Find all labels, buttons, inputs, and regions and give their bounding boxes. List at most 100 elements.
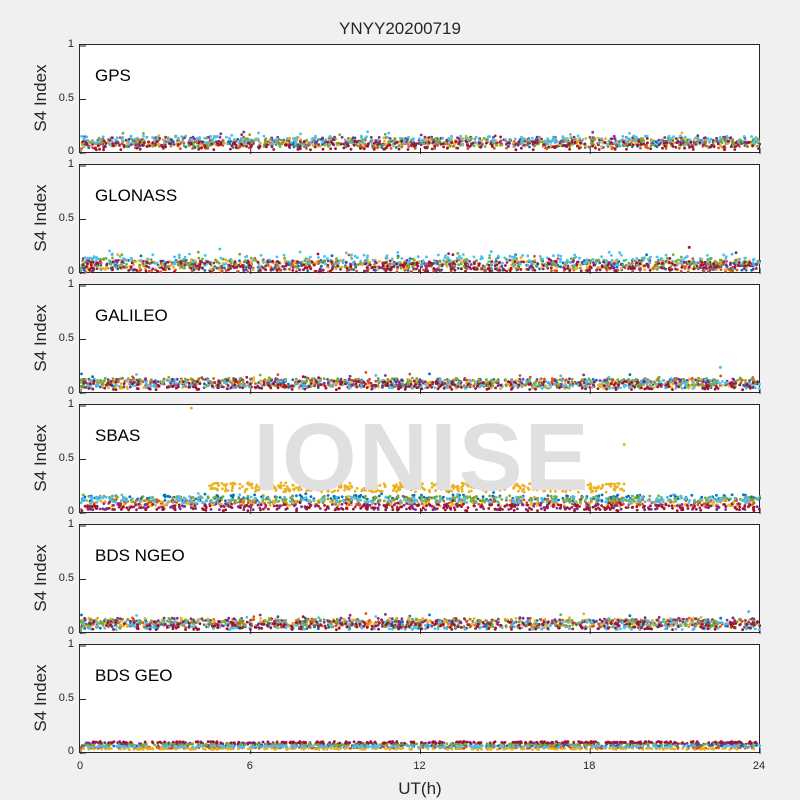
- data-point: [279, 379, 283, 383]
- data-point: [696, 141, 700, 145]
- data-point: [643, 256, 646, 260]
- data-point: [666, 383, 670, 386]
- data-point: [719, 268, 723, 271]
- data-point: [635, 261, 639, 265]
- data-point: [377, 136, 381, 139]
- data-point: [424, 269, 427, 273]
- data-point: [483, 269, 486, 273]
- data-point: [671, 145, 675, 148]
- data-point: [609, 254, 613, 257]
- data-point: [631, 258, 635, 261]
- data-point: [718, 136, 722, 139]
- data-point: [660, 266, 664, 270]
- data-point: [530, 136, 534, 140]
- data-point: [95, 379, 99, 383]
- data-point: [756, 141, 759, 144]
- data-point: [219, 143, 223, 146]
- data-point: [683, 386, 687, 389]
- data-point: [332, 138, 335, 141]
- data-point: [546, 142, 549, 146]
- data-point: [618, 142, 621, 146]
- data-point: [734, 382, 738, 385]
- data-point: [514, 148, 518, 152]
- data-point: [744, 386, 748, 390]
- data-point: [390, 383, 393, 387]
- data-point: [309, 267, 313, 271]
- data-point: [412, 144, 416, 148]
- data-point: [722, 253, 725, 257]
- data-point: [125, 258, 129, 262]
- data-point: [114, 265, 117, 269]
- data-point: [366, 497, 369, 501]
- data-point: [221, 263, 225, 267]
- data-point: [627, 261, 631, 265]
- data-point: [289, 384, 293, 388]
- data-point: [635, 143, 639, 147]
- data-point: [537, 135, 541, 139]
- data-point: [709, 137, 713, 141]
- data-point: [151, 267, 155, 271]
- data-point: [436, 262, 439, 266]
- data-point: [424, 264, 428, 268]
- data-point: [561, 261, 565, 265]
- data-point: [114, 141, 118, 145]
- data-point: [387, 131, 391, 135]
- data-point: [565, 140, 568, 144]
- data-point: [649, 383, 653, 386]
- data-point: [673, 263, 677, 267]
- data-point: [101, 135, 105, 139]
- data-point: [628, 138, 632, 141]
- data-point: [217, 142, 221, 146]
- data-point: [243, 385, 247, 388]
- data-point: [100, 140, 104, 144]
- data-point: [386, 377, 390, 381]
- data-point: [407, 140, 410, 144]
- data-point: [741, 262, 744, 266]
- data-point: [751, 258, 755, 262]
- data-point: [536, 262, 540, 266]
- data-point: [276, 379, 279, 383]
- data-point: [164, 145, 168, 149]
- data-point: [460, 257, 463, 260]
- data-point: [494, 267, 497, 271]
- data-point: [381, 381, 385, 384]
- data-point: [659, 259, 663, 263]
- data-point: [391, 262, 395, 265]
- data-point: [337, 386, 341, 390]
- data-point: [277, 261, 281, 265]
- data-point: [457, 382, 461, 386]
- data-point: [276, 383, 280, 387]
- data-point: [151, 141, 155, 145]
- data-point: [234, 146, 238, 149]
- data-point: [239, 142, 243, 146]
- data-point: [657, 143, 661, 146]
- data-point: [99, 257, 102, 261]
- data-point: [717, 139, 721, 142]
- data-point: [753, 386, 757, 390]
- data-point: [741, 388, 744, 392]
- data-point: [425, 138, 428, 142]
- data-point: [211, 384, 214, 388]
- data-point: [221, 257, 225, 261]
- data-point: [729, 267, 733, 270]
- data-point: [366, 144, 370, 148]
- data-point: [354, 265, 358, 269]
- data-point: [279, 383, 283, 386]
- data-point: [292, 261, 296, 265]
- data-point: [684, 383, 688, 387]
- data-point: [546, 137, 549, 140]
- data-point: [335, 388, 338, 392]
- data-point: [741, 140, 745, 143]
- data-point: [706, 254, 709, 257]
- data-point: [132, 268, 135, 272]
- data-point: [750, 495, 753, 499]
- data-point: [174, 386, 178, 390]
- data-point: [241, 264, 245, 267]
- data-point: [103, 139, 106, 143]
- data-point: [486, 381, 490, 384]
- data-point: [105, 384, 108, 387]
- data-point: [613, 382, 617, 385]
- data-point: [549, 144, 552, 147]
- data-point: [377, 380, 381, 383]
- data-point: [217, 266, 221, 270]
